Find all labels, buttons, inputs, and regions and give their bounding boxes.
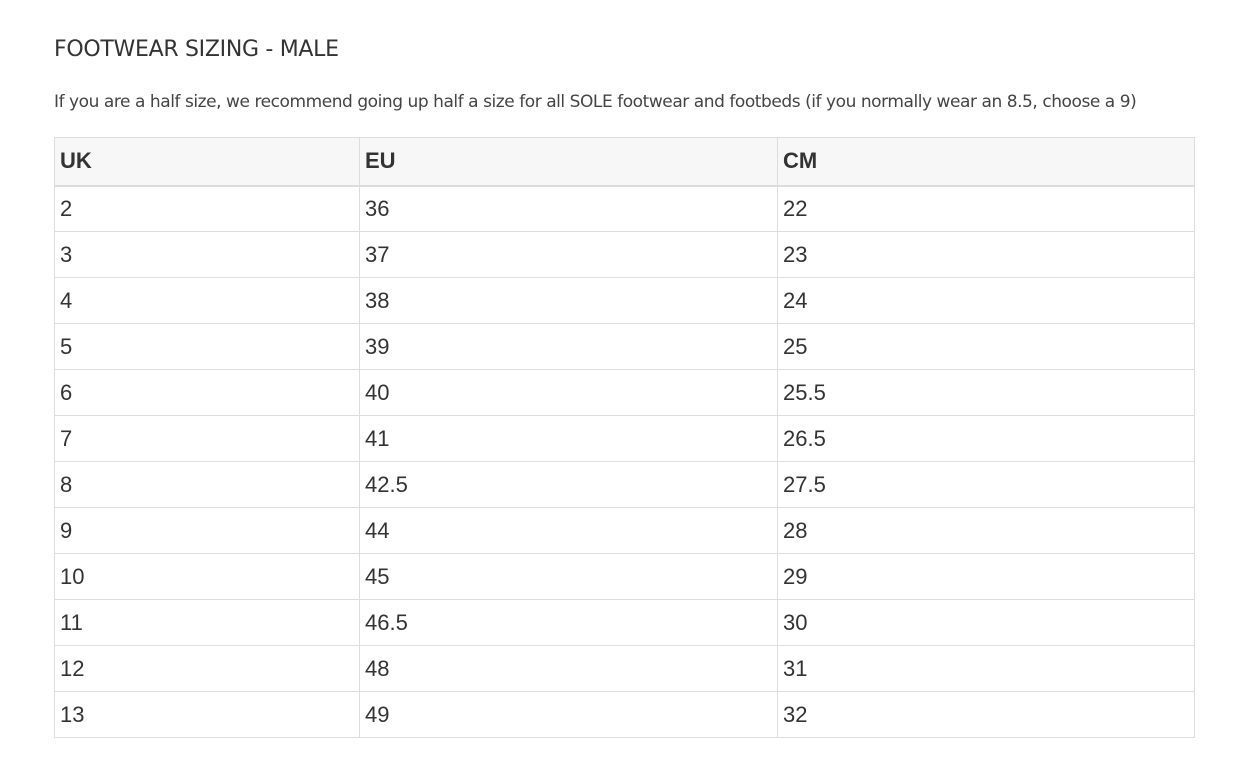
cell-cm: 22 — [777, 185, 1195, 232]
table-header-row: UK EU CM — [54, 137, 1195, 187]
table-row: 10 45 29 — [54, 553, 1195, 600]
cell-cm: 26.5 — [777, 415, 1195, 462]
cell-eu: 41 — [359, 415, 778, 462]
cell-cm: 31 — [777, 645, 1195, 692]
cell-cm: 28 — [777, 507, 1195, 554]
cell-uk: 2 — [54, 185, 360, 232]
cell-cm: 29 — [777, 553, 1195, 600]
cell-uk: 11 — [54, 599, 360, 646]
cell-cm: 25.5 — [777, 369, 1195, 416]
cell-eu: 44 — [359, 507, 778, 554]
table-row: 7 41 26.5 — [54, 415, 1195, 462]
cell-eu: 46.5 — [359, 599, 778, 646]
cell-cm: 25 — [777, 323, 1195, 370]
table-row: 9 44 28 — [54, 507, 1195, 554]
cell-cm: 27.5 — [777, 461, 1195, 508]
size-chart-table: UK EU CM 2 36 22 3 37 23 4 38 24 5 — [54, 137, 1195, 738]
cell-cm: 30 — [777, 599, 1195, 646]
cell-eu: 36 — [359, 185, 778, 232]
page-title: FOOTWEAR SIZING - MALE — [54, 37, 339, 62]
column-header-uk: UK — [54, 137, 360, 187]
cell-eu: 49 — [359, 691, 778, 738]
cell-eu: 39 — [359, 323, 778, 370]
cell-eu: 48 — [359, 645, 778, 692]
table-row: 8 42.5 27.5 — [54, 461, 1195, 508]
cell-cm: 24 — [777, 277, 1195, 324]
cell-uk: 8 — [54, 461, 360, 508]
cell-eu: 42.5 — [359, 461, 778, 508]
table-row: 11 46.5 30 — [54, 599, 1195, 646]
cell-uk: 6 — [54, 369, 360, 416]
table-row: 5 39 25 — [54, 323, 1195, 370]
table-row: 4 38 24 — [54, 277, 1195, 324]
cell-eu: 37 — [359, 231, 778, 278]
cell-uk: 10 — [54, 553, 360, 600]
cell-eu: 45 — [359, 553, 778, 600]
cell-eu: 38 — [359, 277, 778, 324]
table-row: 12 48 31 — [54, 645, 1195, 692]
cell-uk: 5 — [54, 323, 360, 370]
cell-cm: 32 — [777, 691, 1195, 738]
table-row: 3 37 23 — [54, 231, 1195, 278]
table-row: 6 40 25.5 — [54, 369, 1195, 416]
cell-uk: 9 — [54, 507, 360, 554]
half-size-note: If you are a half size, we recommend goi… — [54, 92, 1137, 112]
table-row: 2 36 22 — [54, 185, 1195, 232]
cell-uk: 13 — [54, 691, 360, 738]
column-header-eu: EU — [359, 137, 778, 187]
cell-uk: 3 — [54, 231, 360, 278]
cell-eu: 40 — [359, 369, 778, 416]
column-header-cm: CM — [777, 137, 1195, 187]
table-row: 13 49 32 — [54, 691, 1195, 738]
cell-uk: 4 — [54, 277, 360, 324]
cell-cm: 23 — [777, 231, 1195, 278]
cell-uk: 7 — [54, 415, 360, 462]
cell-uk: 12 — [54, 645, 360, 692]
